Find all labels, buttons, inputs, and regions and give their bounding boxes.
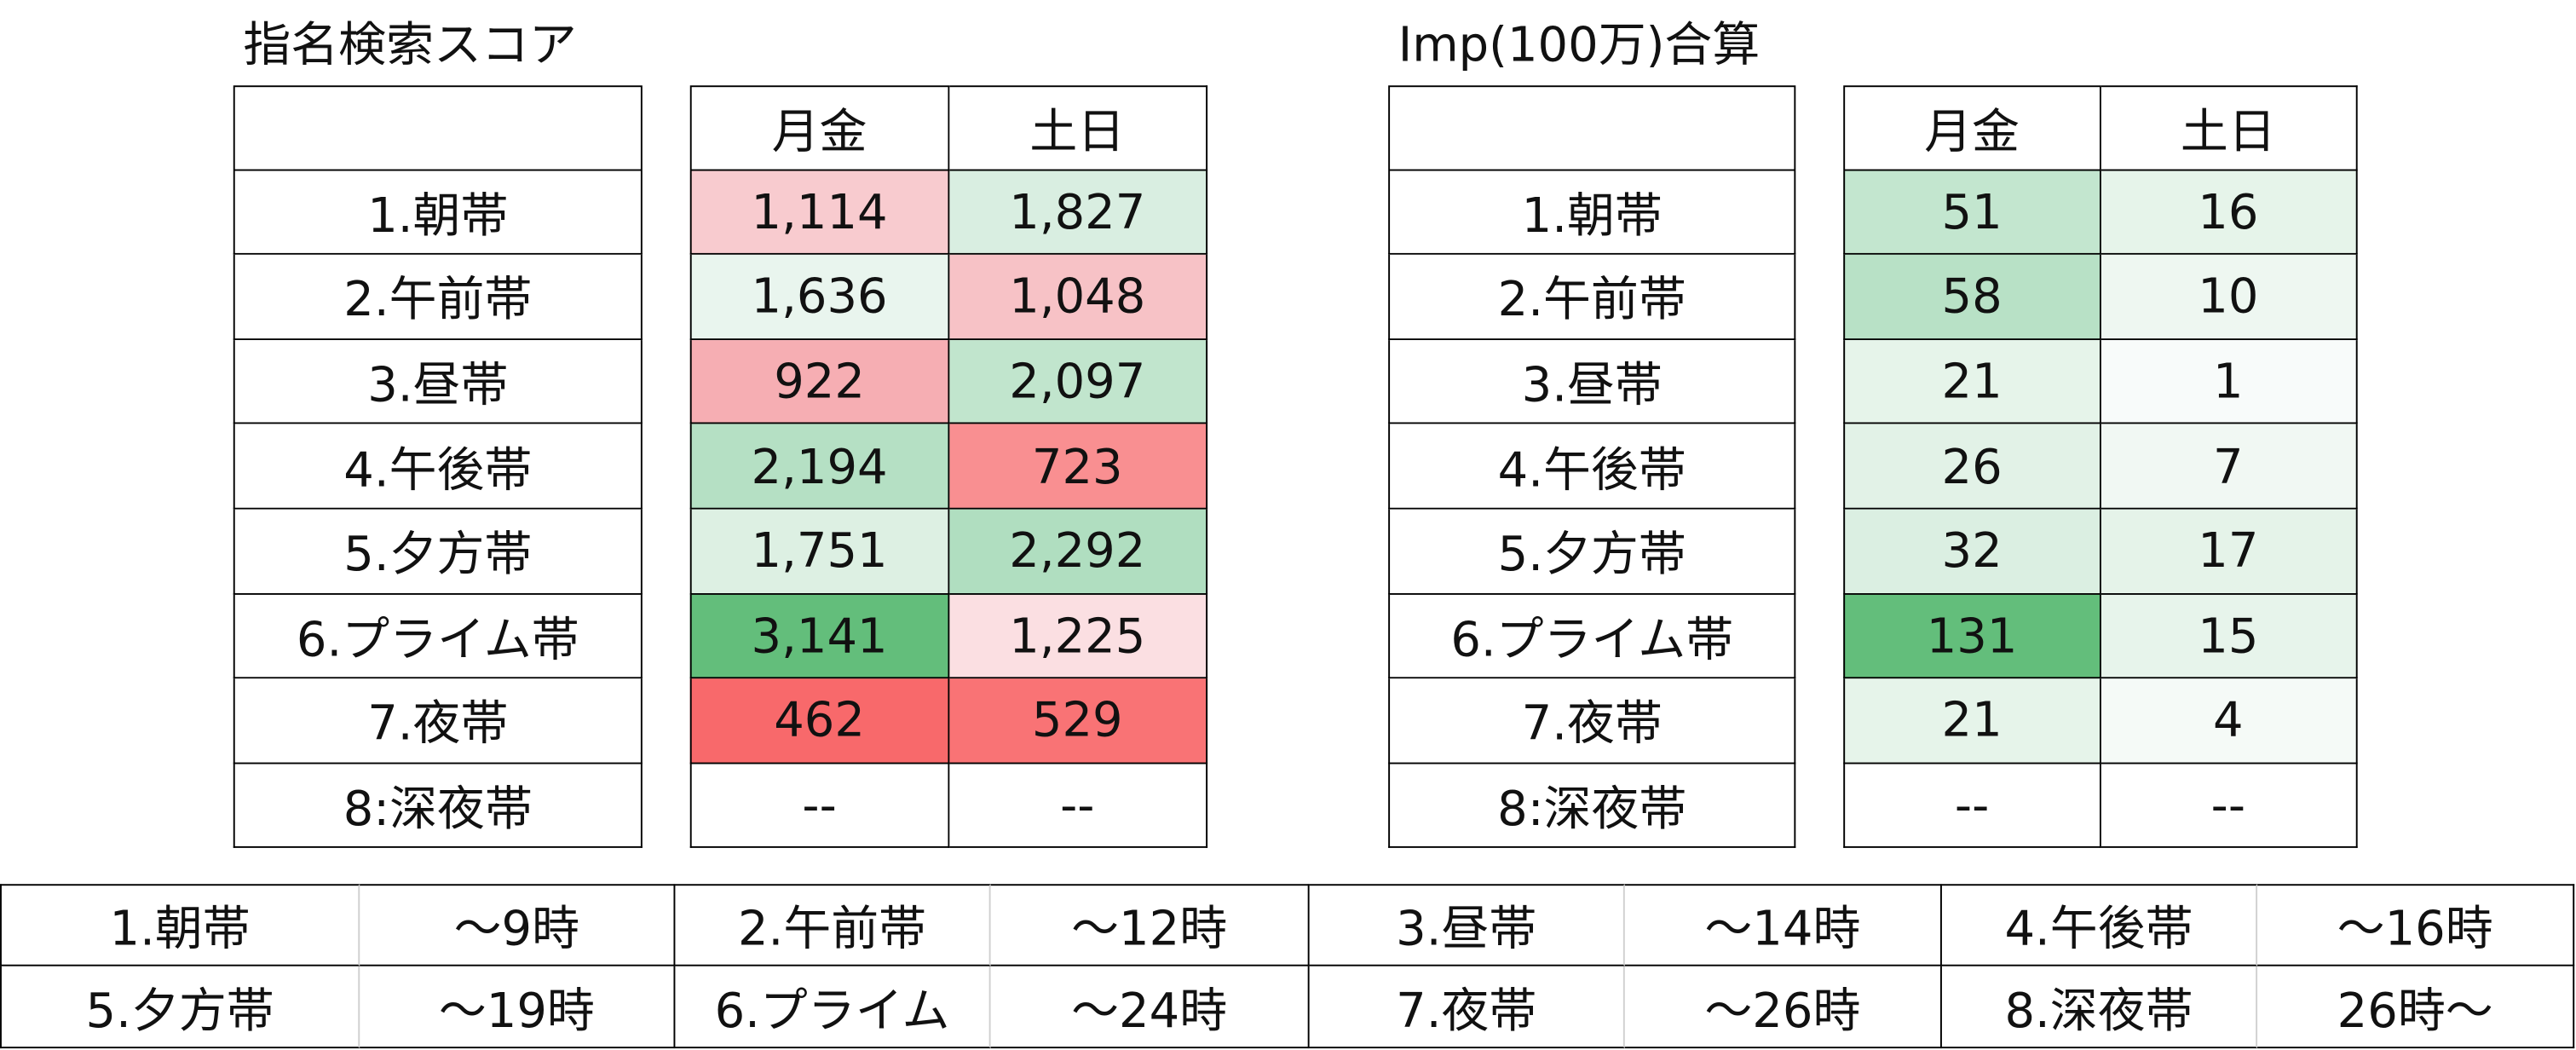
legend-band: 2.午前帯 bbox=[675, 884, 991, 966]
legend-band: 5.夕方帯 bbox=[0, 966, 360, 1049]
legend-time: ～16時 bbox=[2257, 884, 2575, 966]
legend-time: ～26時 bbox=[1624, 966, 1942, 1049]
value-cell: 529 bbox=[948, 678, 1208, 764]
column-header: 月金 bbox=[1843, 85, 2101, 170]
table-title: Imp(100万)合算 bbox=[1397, 16, 1761, 72]
legend-band: 1.朝帯 bbox=[0, 884, 360, 966]
legend-band: 4.午後帯 bbox=[1941, 884, 2258, 966]
legend-time: ～14時 bbox=[1624, 884, 1942, 966]
column-header: 土日 bbox=[948, 85, 1208, 170]
table-title: 指名検索スコア bbox=[243, 16, 577, 72]
value-cell: 7 bbox=[2100, 424, 2358, 510]
row-label: 7.夜帯 bbox=[233, 678, 643, 764]
value-cell: -- bbox=[948, 764, 1208, 849]
value-cell: 1,048 bbox=[948, 255, 1208, 340]
row-label: 4.午後帯 bbox=[1388, 424, 1796, 510]
value-cell: 922 bbox=[689, 339, 949, 425]
value-cell: 21 bbox=[1843, 339, 2101, 425]
row-label: 3.昼帯 bbox=[1388, 339, 1796, 425]
legend-time: ～24時 bbox=[990, 966, 1310, 1049]
value-cell: 4 bbox=[2100, 678, 2358, 764]
legend-band: 6.プライム bbox=[675, 966, 991, 1049]
value-cell: 1,751 bbox=[689, 509, 949, 595]
legend-time: ～9時 bbox=[360, 884, 676, 966]
value-cell: 723 bbox=[948, 424, 1208, 510]
label-header bbox=[1388, 85, 1796, 170]
value-cell: 32 bbox=[1843, 509, 2101, 595]
legend-time: ～12時 bbox=[990, 884, 1310, 966]
row-label: 5.夕方帯 bbox=[1388, 509, 1796, 595]
row-label: 5.夕方帯 bbox=[233, 509, 643, 595]
row-label: 6.プライム帯 bbox=[233, 594, 643, 679]
row-label: 8:深夜帯 bbox=[1388, 764, 1796, 849]
value-cell: 462 bbox=[689, 678, 949, 764]
value-cell: 51 bbox=[1843, 170, 2101, 256]
row-label: 8:深夜帯 bbox=[233, 764, 643, 849]
value-cell: 10 bbox=[2100, 255, 2358, 340]
value-cell: 131 bbox=[1843, 594, 2101, 679]
label-header bbox=[233, 85, 643, 170]
row-label: 7.夜帯 bbox=[1388, 678, 1796, 764]
value-cell: -- bbox=[689, 764, 949, 849]
row-label: 1.朝帯 bbox=[1388, 170, 1796, 256]
value-cell: 2,194 bbox=[689, 424, 949, 510]
value-cell: -- bbox=[2100, 764, 2358, 849]
value-cell: 15 bbox=[2100, 594, 2358, 679]
legend-time: 26時～ bbox=[2257, 966, 2575, 1049]
value-cell: 1,636 bbox=[689, 255, 949, 340]
column-header: 土日 bbox=[2100, 85, 2358, 170]
value-cell: 1 bbox=[2100, 339, 2358, 425]
row-label: 4.午後帯 bbox=[233, 424, 643, 510]
value-cell: 2,097 bbox=[948, 339, 1208, 425]
value-cell: 3,141 bbox=[689, 594, 949, 679]
value-cell: 26 bbox=[1843, 424, 2101, 510]
value-cell: 2,292 bbox=[948, 509, 1208, 595]
row-label: 1.朝帯 bbox=[233, 170, 643, 256]
legend-band: 3.昼帯 bbox=[1309, 884, 1625, 966]
row-label: 6.プライム帯 bbox=[1388, 594, 1796, 679]
row-label: 3.昼帯 bbox=[233, 339, 643, 425]
legend-band: 8.深夜帯 bbox=[1941, 966, 2258, 1049]
value-cell: 16 bbox=[2100, 170, 2358, 256]
value-cell: -- bbox=[1843, 764, 2101, 849]
row-label: 2.午前帯 bbox=[233, 255, 643, 340]
column-header: 月金 bbox=[689, 85, 949, 170]
value-cell: 21 bbox=[1843, 678, 2101, 764]
value-cell: 1,827 bbox=[948, 170, 1208, 256]
value-cell: 1,114 bbox=[689, 170, 949, 256]
value-cell: 17 bbox=[2100, 509, 2358, 595]
legend-time: ～19時 bbox=[360, 966, 676, 1049]
row-label: 2.午前帯 bbox=[1388, 255, 1796, 340]
legend-band: 7.夜帯 bbox=[1309, 966, 1625, 1049]
value-cell: 1,225 bbox=[948, 594, 1208, 679]
value-cell: 58 bbox=[1843, 255, 2101, 340]
